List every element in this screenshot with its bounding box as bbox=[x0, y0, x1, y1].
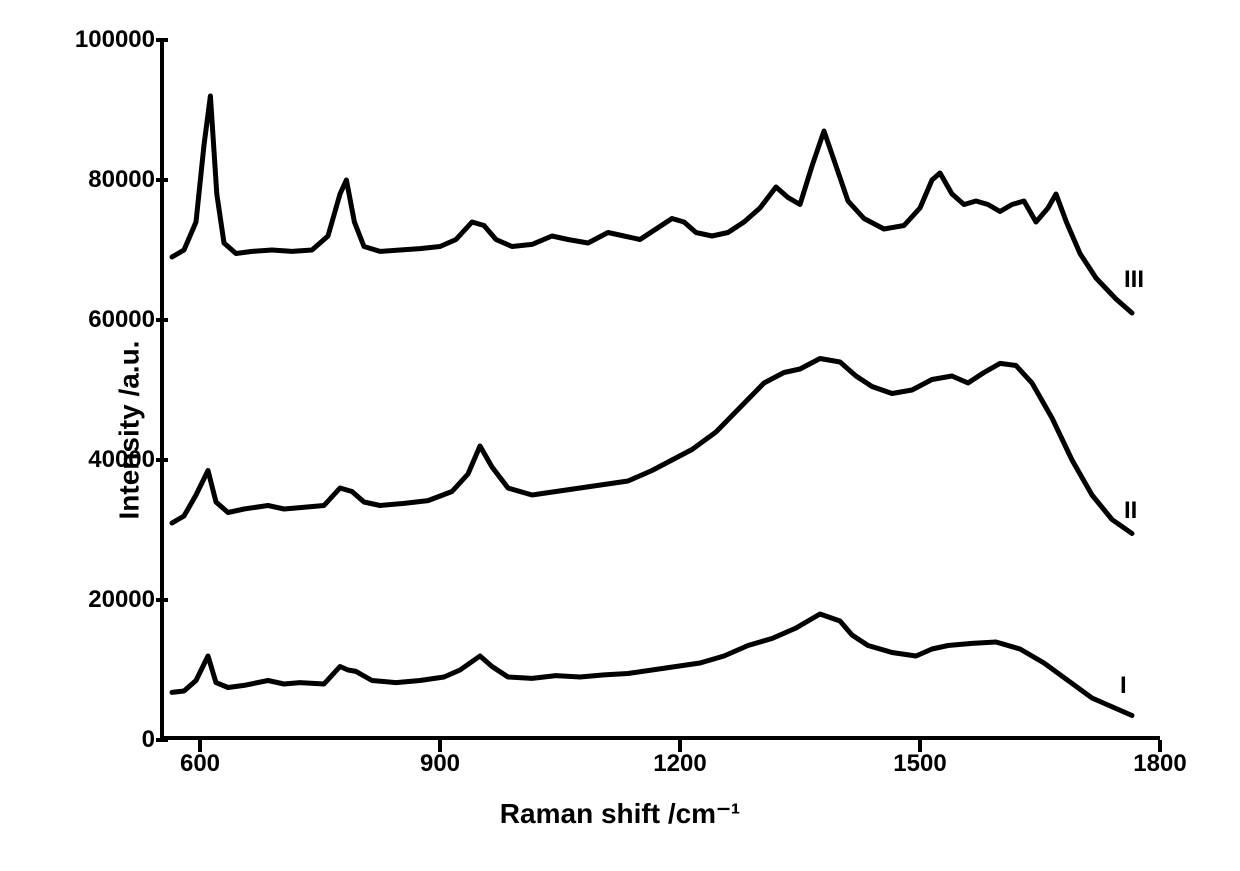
y-tick-label: 0 bbox=[142, 726, 155, 754]
y-axis-label: Intensity /a.u. bbox=[113, 341, 145, 520]
y-tick-label: 80000 bbox=[88, 166, 155, 194]
y-label-text: Intensity /a.u. bbox=[113, 341, 144, 520]
plot-area bbox=[160, 40, 1160, 740]
x-axis-label: Raman shift /cm⁻¹ bbox=[500, 797, 740, 830]
x-tick-label: 900 bbox=[420, 750, 460, 778]
x-label-text: Raman shift /cm⁻¹ bbox=[500, 798, 740, 829]
plot-svg bbox=[164, 40, 1164, 740]
x-tick-label: 1500 bbox=[893, 750, 946, 778]
series-label: III bbox=[1124, 266, 1144, 294]
x-tick-label: 1200 bbox=[653, 750, 706, 778]
y-tick-label: 100000 bbox=[75, 26, 155, 54]
x-tick-label: 1800 bbox=[1133, 750, 1186, 778]
y-tick-label: 40000 bbox=[88, 446, 155, 474]
chart-container: Intensity /a.u. Raman shift /cm⁻¹ 0 20000… bbox=[40, 20, 1200, 840]
series-line bbox=[172, 96, 1132, 313]
x-tick-label: 600 bbox=[180, 750, 220, 778]
series-line bbox=[172, 614, 1132, 716]
series-label: I bbox=[1120, 672, 1127, 700]
y-tick-label: 20000 bbox=[88, 586, 155, 614]
series-line bbox=[172, 359, 1132, 534]
y-tick-label: 60000 bbox=[88, 306, 155, 334]
series-label: II bbox=[1124, 497, 1137, 525]
